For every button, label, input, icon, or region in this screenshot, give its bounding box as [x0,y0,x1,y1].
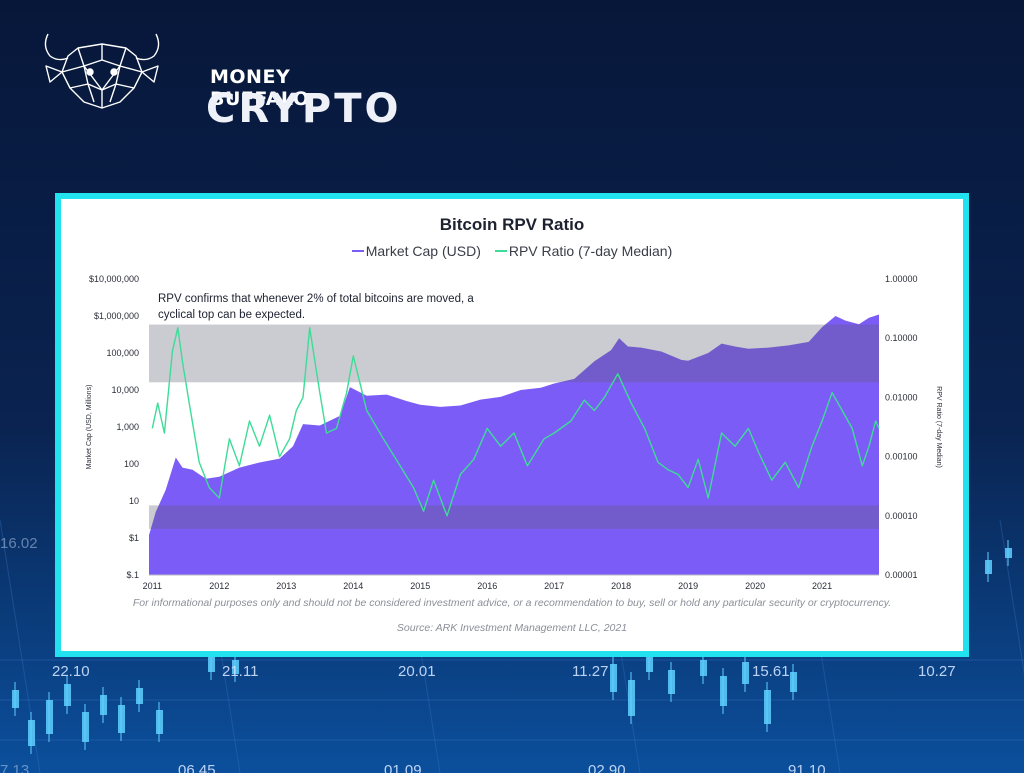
y-left-tick-label: 10 [129,496,139,506]
legend-swatch-market-cap [351,250,364,252]
y-left-tick-label: 1,000 [116,422,139,432]
y-left-tick-label: $10,000,000 [89,274,139,284]
background-ticker: 20.01 [398,663,436,680]
legend-item-market-cap: Market Cap (USD) [351,243,481,259]
y-left-axis-title: Market Cap (USD, Millions) [86,385,93,470]
x-tick-label: 2017 [544,581,564,591]
x-tick-label: 2011 [143,581,162,591]
y-right-tick-label: 0.01000 [885,392,918,402]
brand-name-bottom: CRYPTO [206,86,402,132]
x-tick-label: 2021 [812,581,832,591]
background-ticker: 02.90 [588,762,626,773]
brand-name-top: MONEY BUFFALO [210,66,310,110]
market-cap-area [149,314,879,575]
background-ticker: 01.09 [384,762,422,773]
y-left-tick-label: $1 [129,533,139,543]
background-ticker: 91.10 [788,762,826,773]
y-right-axis-title: RPV Ratio (7-day Median) [935,386,942,468]
legend-swatch-rpv [494,250,507,252]
background-ticker: 7.13 [0,762,29,773]
rpv-threshold-band-1 [149,324,879,383]
legend-label-market-cap: Market Cap (USD) [365,243,481,259]
y-left-tick-label: $1,000,000 [94,311,139,321]
brand-header: MONEY BUFFALO CRYPTO [38,26,399,132]
background-ticker: 06.45 [178,762,216,773]
background-ticker: 21.11 [222,663,258,680]
x-tick-label: 2014 [343,581,363,591]
rpv-threshold-band-2 [149,505,879,529]
x-tick-label: 2012 [209,581,229,591]
x-tick-label: 2013 [276,581,296,591]
y-left-tick-label: 10,000 [111,385,139,395]
rpv-ratio-line [151,327,880,517]
x-tick-label: 2020 [745,581,765,591]
chart-title: Bitcoin RPV Ratio [439,215,585,234]
background-ticker: 15.61 [752,663,790,680]
y-right-tick-label: 0.00001 [885,570,918,580]
y-right-tick-label: 1.00000 [885,274,918,284]
y-right-tick-label: 0.00100 [885,452,918,462]
background-ticker: 10.27 [918,663,956,680]
y-right-tick-label: 0.10000 [885,333,918,343]
x-tick-label: 2018 [611,581,631,591]
disclaimer-text: For informational purposes only and shou… [132,597,892,609]
rpv-chart: 2011 2012 2013 2014 2015 2016 2017 2018 2019 2020… [86,274,942,591]
x-tick-label: 2015 [410,581,430,591]
x-tick-label: 2019 [678,581,698,591]
chart-card: 2011 2012 2013 2014 2015 2016 2017 2018 2019 2020… [55,193,969,657]
background-ticker: 22.10 [52,663,90,680]
buffalo-head-logo-icon [44,33,160,109]
y-left-tick-label: $.1 [126,570,139,580]
chart-legend: Market Cap (USD) RPV Ratio (7-day Median… [61,243,963,259]
legend-label-rpv: RPV Ratio (7-day Median) [508,243,673,259]
y-left-tick-label: 100,000 [106,348,139,358]
x-tick-label: 2016 [477,581,497,591]
background-ticker: 11.27 [572,663,608,680]
legend-item-rpv: RPV Ratio (7-day Median) [494,243,673,259]
y-left-tick-label: 100 [124,459,139,469]
y-right-tick-label: 0.00010 [885,511,918,521]
background-ticker: 16.02 [0,535,38,552]
source-text: Source: ARK Investment Management LLC, 2… [396,622,628,634]
chart-annotation: RPV confirms that whenever 2% of total b… [158,293,474,321]
